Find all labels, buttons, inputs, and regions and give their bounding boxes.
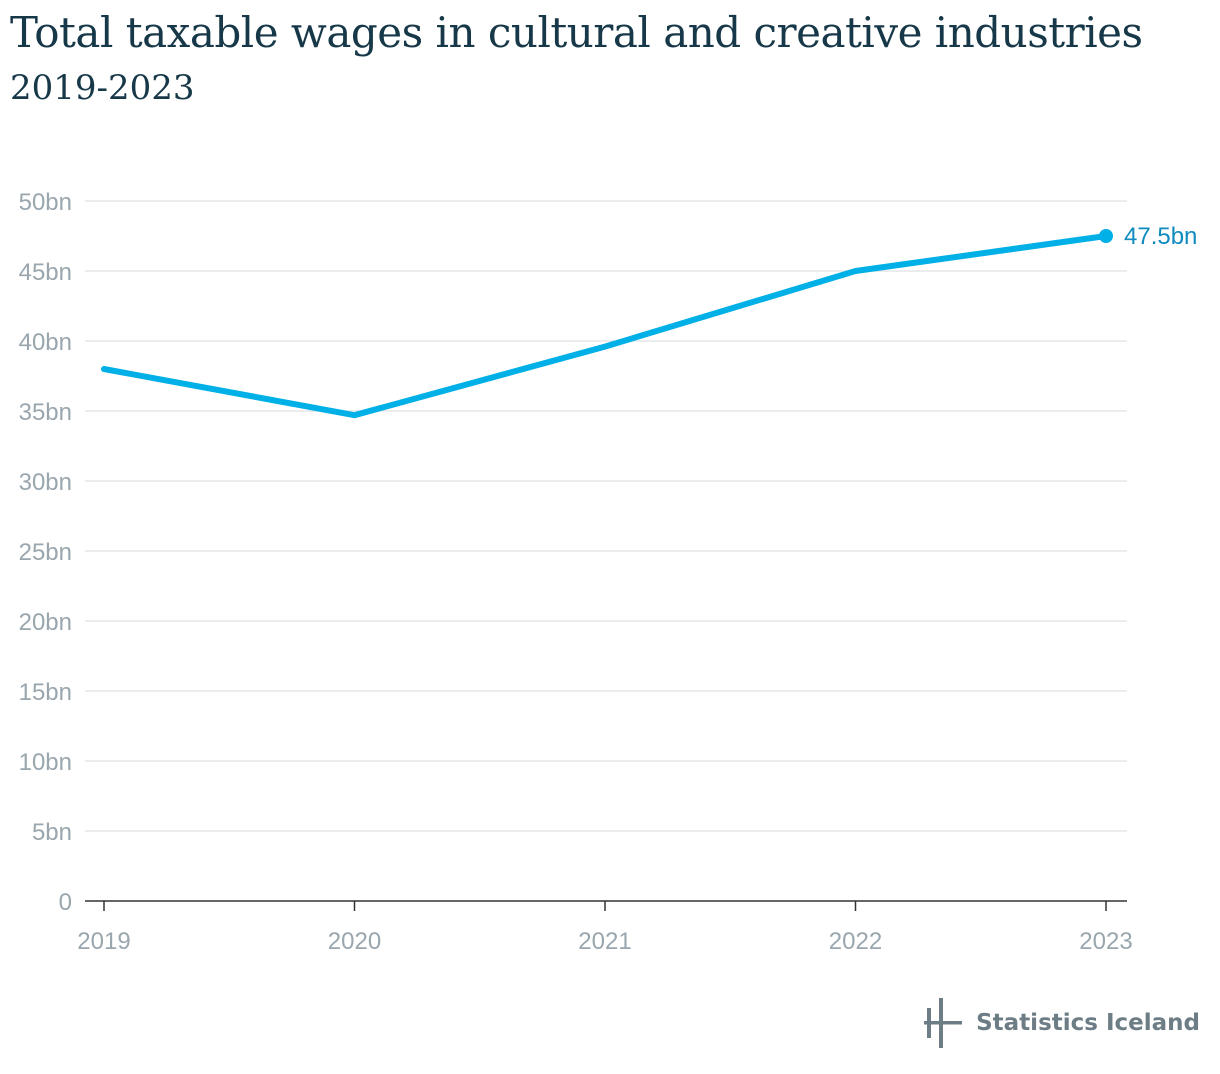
y-tick-label: 35bn	[19, 399, 72, 426]
y-tick-label: 45bn	[19, 259, 72, 286]
series-line	[101, 233, 1109, 419]
y-tick-label: 0	[59, 889, 72, 916]
y-tick-label: 50bn	[19, 189, 72, 216]
x-tick-label: 2020	[328, 928, 381, 955]
end-value-label: 47.5bn	[1124, 223, 1197, 250]
y-tick-label: 5bn	[32, 819, 72, 846]
end-point-marker	[1099, 229, 1113, 243]
statistics-iceland-logo-icon	[924, 998, 963, 1048]
y-tick-label: 15bn	[19, 679, 72, 706]
y-tick-label: 20bn	[19, 609, 72, 636]
chart-title: Total taxable wages in cultural and crea…	[10, 8, 1143, 57]
x-tick-label: 2019	[77, 928, 130, 955]
y-tick-label: 30bn	[19, 469, 72, 496]
line-chart: 0 5bn 10bn 15bn 20bn 25bn 30bn 35bn 40bn 45bn 50bn…	[19, 189, 1198, 955]
x-tick-label: 2023	[1079, 928, 1132, 955]
y-tick-label: 10bn	[19, 749, 72, 776]
y-tick-label: 25bn	[19, 539, 72, 566]
footer-brand-text: Statistics Iceland	[976, 1010, 1200, 1036]
footer-brand: Statistics Iceland	[924, 996, 1200, 1050]
x-tick-label: 2022	[829, 928, 882, 955]
y-tick-label: 40bn	[19, 329, 72, 356]
chart-subtitle: 2019-2023	[10, 68, 195, 108]
x-tick-label: 2021	[578, 928, 631, 955]
